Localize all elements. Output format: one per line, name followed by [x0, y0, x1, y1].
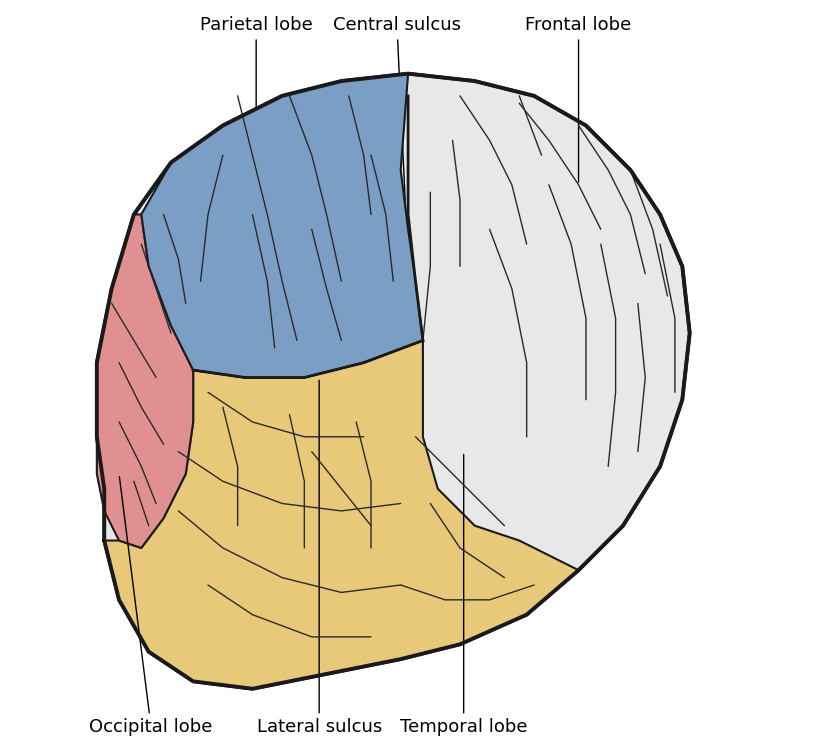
Polygon shape: [97, 214, 193, 548]
Text: Parietal lobe: Parietal lobe: [199, 17, 312, 211]
Polygon shape: [141, 74, 423, 378]
Text: Central sulcus: Central sulcus: [333, 17, 461, 260]
Text: Frontal lobe: Frontal lobe: [525, 17, 632, 182]
Polygon shape: [97, 74, 690, 689]
Text: Temporal lobe: Temporal lobe: [400, 455, 528, 736]
Polygon shape: [104, 341, 578, 689]
Text: Occipital lobe: Occipital lobe: [90, 476, 213, 736]
Text: Lateral sulcus: Lateral sulcus: [257, 381, 381, 736]
